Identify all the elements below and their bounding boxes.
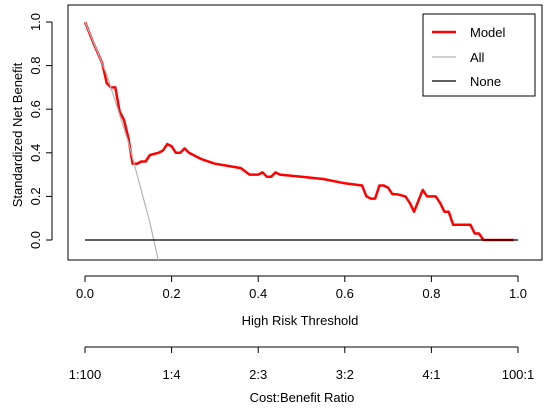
cost-benefit-tick-label: 2:3 (249, 367, 267, 382)
y-tick-label: 0.8 (28, 57, 43, 75)
cost-benefit-axis-title: Cost:Benefit Ratio (250, 390, 355, 405)
x-axis: 0.0 0.2 0.4 0.6 0.8 1.0 (76, 275, 527, 301)
x-tick-label: 0.6 (336, 286, 354, 301)
legend-label-model: Model (470, 25, 506, 40)
cost-benefit-tick-label: 4:1 (422, 367, 440, 382)
cost-benefit-tick-label: 100:1 (502, 367, 535, 382)
y-tick-label: 1.0 (28, 13, 43, 31)
legend-box (422, 13, 536, 97)
cost-benefit-tick-label: 1:100 (69, 367, 102, 382)
legend-label-all: All (470, 50, 485, 65)
plot-frame (67, 4, 543, 261)
y-axis-title: Standardized Net Benefit (10, 62, 25, 207)
x-tick-label: 0.2 (163, 286, 181, 301)
y-tick-label: 0.2 (28, 187, 43, 205)
legend-label-none: None (470, 74, 501, 89)
series-line-model (83, 21, 514, 242)
series-line-all (84, 21, 159, 260)
cost-benefit-tick-label: 1:4 (163, 367, 181, 382)
x-tick-label: 1.0 (509, 286, 527, 301)
x-axis-title: High Risk Threshold (242, 313, 359, 328)
y-tick-label: 0.0 (28, 231, 43, 249)
y-tick-label: 0.6 (28, 100, 43, 118)
x-tick-label: 0.8 (422, 286, 440, 301)
legend: Model All None (422, 13, 536, 97)
y-tick-label: 0.4 (28, 144, 43, 162)
y-axis: 0.0 0.2 0.4 0.6 0.8 1.0 (28, 13, 53, 249)
x-tick-label: 0.4 (249, 286, 267, 301)
cost-benefit-tick-label: 3:2 (336, 367, 354, 382)
x-tick-label: 0.0 (76, 286, 94, 301)
cost-benefit-axis: 1:100 1:4 2:3 3:2 4:1 100:1 (69, 346, 535, 382)
series-layer (83, 21, 518, 260)
